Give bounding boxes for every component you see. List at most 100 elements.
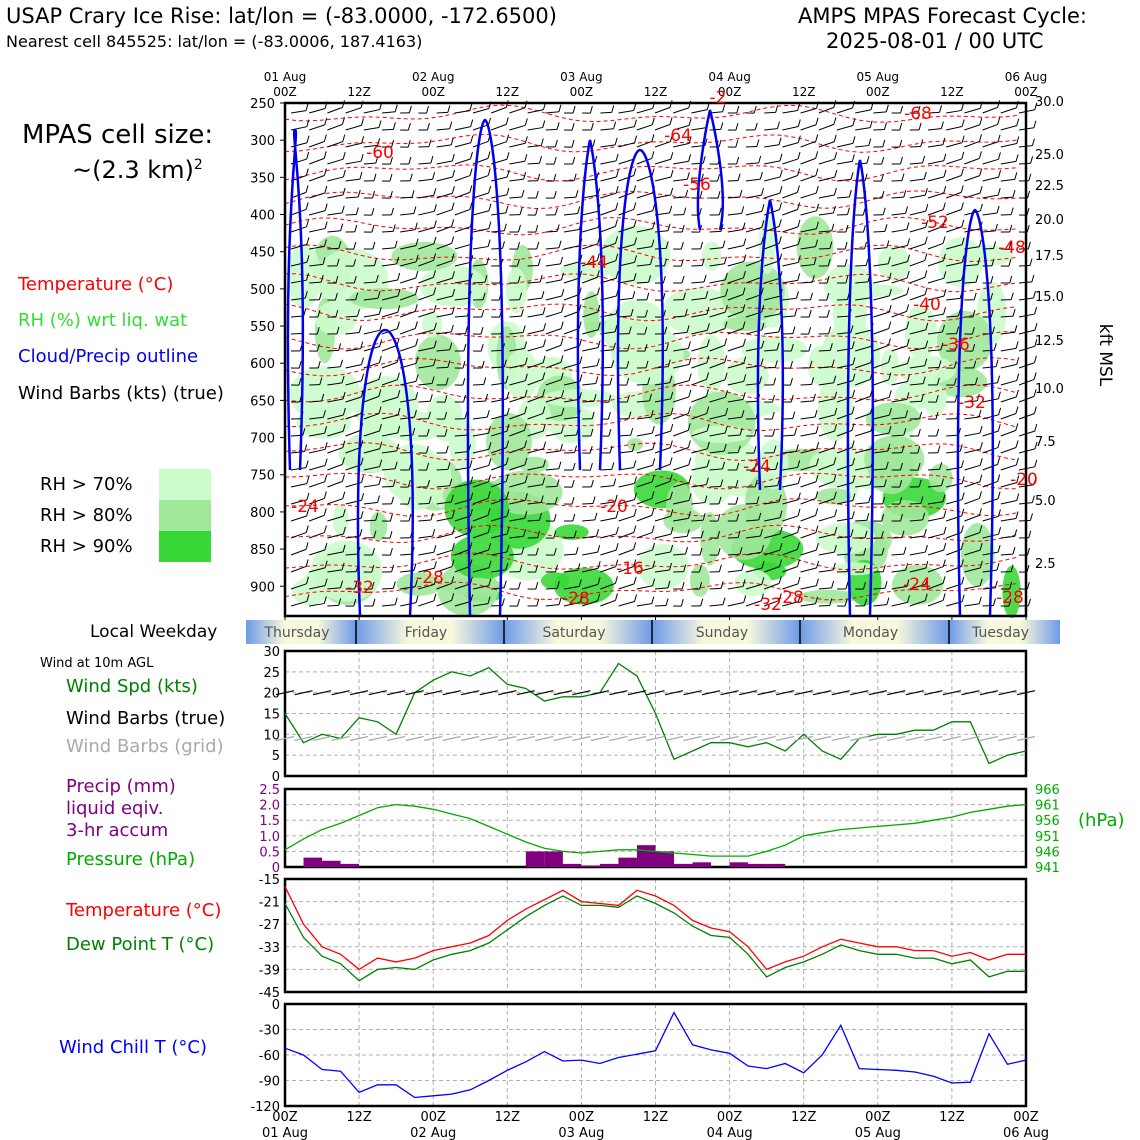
wind-barb (909, 259, 926, 267)
wind-barb-feather (1033, 355, 1037, 363)
wind-barb-feather (960, 185, 964, 193)
pressure-tick-label: 800 (250, 506, 275, 521)
wind-barb-feather (615, 526, 619, 535)
wind-barb-feather (535, 208, 539, 216)
wind-barb (582, 519, 595, 522)
wind-barb (654, 230, 669, 233)
wind-barb-feather (542, 389, 546, 397)
wind-barb-feather (884, 224, 888, 232)
wind-barb-feather (779, 153, 783, 161)
wind-barb-feather (1026, 208, 1030, 216)
wind-barb (418, 243, 435, 250)
surface-wind-barb (924, 690, 943, 696)
wind-barb-feather (572, 156, 576, 165)
wind-barb-feather (521, 189, 525, 198)
wind-barb (964, 549, 981, 556)
wind-barb (764, 160, 781, 165)
wind-barb-feather (815, 221, 819, 229)
wind-barb-feather (1015, 457, 1019, 466)
wind-barb-feather (342, 509, 346, 517)
wind-barb (309, 228, 326, 233)
y-tick-label: 15 (263, 708, 280, 723)
wind-barb (691, 313, 708, 318)
wind-barb-feather (633, 508, 637, 517)
wind-barb-feather (397, 407, 401, 416)
wind-barb-feather (735, 480, 739, 488)
temperature-contour (284, 472, 1018, 490)
wind-barb-feather (936, 428, 940, 437)
wind-barb (290, 583, 307, 590)
wind-barb (327, 515, 344, 522)
wind-barb-feather (994, 580, 998, 589)
wind-barb-feather (665, 343, 669, 351)
wind-barb (509, 315, 522, 318)
wind-barb-feather (778, 137, 782, 145)
bottom-hour-tick: 00Z (272, 1110, 298, 1125)
wind-barb-feather (831, 580, 835, 589)
wind-barb-feather (451, 186, 455, 194)
wind-barb-feather (779, 202, 783, 210)
wind-barb (800, 481, 817, 488)
wind-barb-feather (338, 241, 342, 249)
wind-barb-feather (336, 258, 340, 266)
wind-barb-feather (815, 425, 819, 434)
wind-barb-feather (852, 118, 856, 126)
wind-barb-feather (1028, 530, 1032, 538)
temperature-contour-label: -28 (416, 568, 444, 588)
wind-barb-feather (742, 321, 746, 329)
wind-barb (800, 464, 817, 471)
wind-barb-feather (957, 308, 961, 317)
wind-barb (309, 514, 325, 522)
wind-barb (509, 331, 524, 335)
dewpoint-legend: Dew Point T (°C) (66, 934, 215, 955)
wind-barb (436, 277, 453, 284)
wind-barb-feather (761, 220, 765, 228)
precip-bar (618, 857, 637, 867)
wind-barb (472, 585, 489, 590)
wind-barb-feather (979, 543, 983, 551)
y-tick-label: -60 (259, 1049, 280, 1064)
wind-barb-feather (954, 394, 958, 403)
wind-barb (836, 517, 853, 522)
wind-barb-feather (706, 355, 710, 363)
wind-barb-feather (815, 578, 819, 586)
weekday-segment (800, 620, 949, 644)
wind-barb (418, 551, 434, 556)
wind-barb (909, 329, 926, 335)
wind-barb (290, 515, 307, 522)
legend-rh: RH (%) wrt liq. wat (18, 310, 188, 331)
wind-barb (855, 430, 872, 437)
wind-barb-feather (943, 185, 947, 194)
wind-barb-feather (850, 325, 854, 333)
wind-barb-feather (706, 423, 710, 432)
wind-barb-feather (743, 356, 747, 364)
wind-barb (1000, 517, 1017, 522)
wind-barb (782, 158, 799, 165)
wind-barb (709, 295, 726, 301)
wind-barb-feather (614, 236, 618, 244)
wind-barb (764, 366, 776, 369)
wind-barb-feather (686, 325, 690, 333)
wind-barb-feather (834, 169, 838, 178)
wind-barb (782, 515, 799, 522)
wind-barb-feather (486, 257, 490, 265)
wind-barb (964, 140, 980, 148)
wind-barb (782, 142, 799, 148)
top-hour-tick: 00Z (570, 85, 594, 99)
rh-shade (720, 261, 785, 322)
wind-barb-feather (779, 253, 783, 261)
wind-barb-feather (851, 511, 855, 519)
wind-barb-feather (487, 426, 491, 434)
wind-barb (345, 196, 359, 199)
wind-barb (982, 158, 999, 165)
rh-shade (349, 288, 419, 310)
wind-barb (654, 194, 671, 199)
surface-wind-barb (498, 690, 517, 696)
wind-barb (345, 396, 362, 403)
wind-barb-feather (888, 321, 892, 329)
wind-barb (764, 313, 780, 318)
wind-barb-feather (318, 292, 322, 300)
wind-barb-feather (925, 560, 929, 569)
surface-wind-barb (609, 690, 628, 696)
wind-barb (891, 434, 904, 437)
